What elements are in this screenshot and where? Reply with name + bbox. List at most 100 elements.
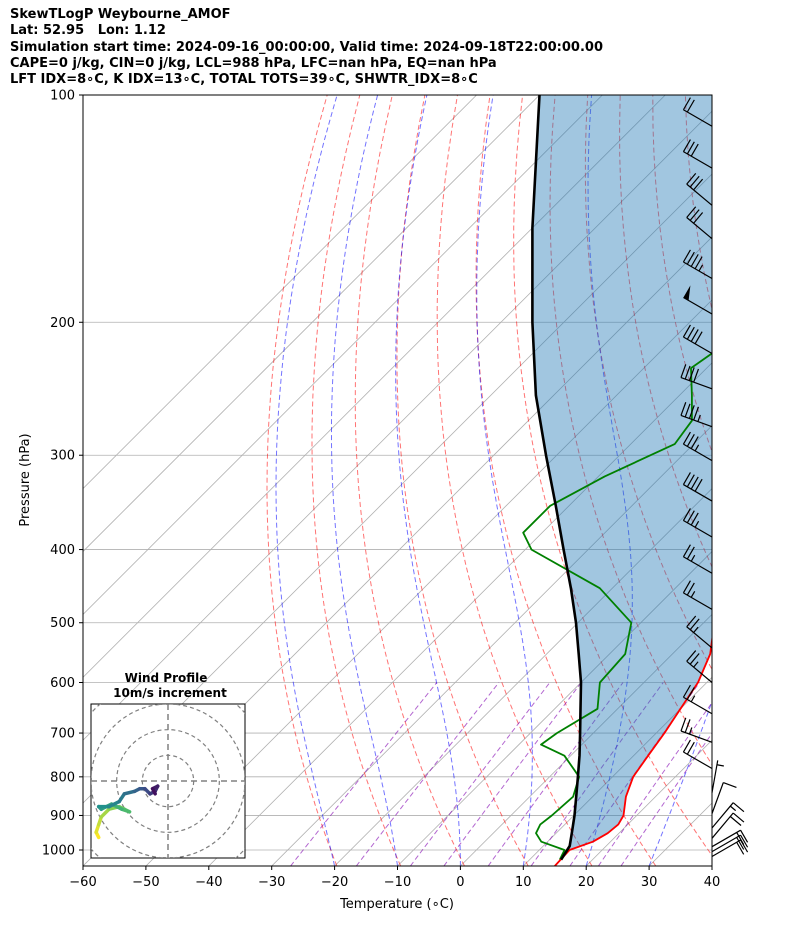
hodograph-inset: Wind Profile 10m/s increment bbox=[90, 671, 246, 859]
profile-lines bbox=[522, 95, 712, 866]
barb-flag bbox=[693, 368, 700, 383]
y-axis: 100 200 300 400 500 600 700 800 900 1000 bbox=[42, 89, 83, 859]
barb-shaft bbox=[711, 839, 741, 858]
temperature-line bbox=[554, 633, 712, 866]
isotherm-line bbox=[83, 95, 540, 553]
barb-flag bbox=[684, 403, 691, 418]
cape-cin-shading bbox=[532, 95, 712, 860]
wind-barb bbox=[680, 402, 713, 428]
barb-shaft bbox=[683, 151, 713, 169]
moist-adiabat bbox=[711, 864, 712, 866]
hodograph-segment bbox=[99, 807, 111, 819]
barb-flag bbox=[689, 653, 700, 665]
barb-shaft bbox=[683, 109, 713, 127]
barb-flag bbox=[684, 719, 691, 733]
barb-half-flag bbox=[697, 414, 701, 422]
barb-flag bbox=[736, 841, 745, 855]
barb-flag bbox=[686, 687, 695, 700]
isotherm-line bbox=[271, 425, 712, 866]
barb-flag bbox=[682, 544, 691, 558]
dry-adiabat bbox=[619, 95, 712, 569]
barb-shaft bbox=[686, 217, 713, 240]
barb-shaft bbox=[683, 336, 713, 355]
wind-barb bbox=[711, 760, 724, 793]
wind-barb bbox=[680, 364, 713, 390]
dry-adiabat bbox=[311, 95, 402, 866]
barb-half-flag bbox=[690, 554, 696, 562]
barb-shaft bbox=[683, 556, 713, 574]
wind-barb bbox=[682, 249, 713, 280]
wind-barb bbox=[686, 650, 713, 683]
wind-barb bbox=[682, 508, 713, 538]
dry-adiabat bbox=[783, 95, 794, 866]
x-tick-label: 10 bbox=[515, 875, 532, 890]
barb-flag bbox=[736, 837, 745, 850]
barb-flag bbox=[682, 739, 691, 753]
isotherm-line bbox=[145, 299, 712, 866]
barb-flag bbox=[682, 684, 691, 698]
barb-half-flag bbox=[716, 764, 724, 767]
wind-barb bbox=[711, 834, 749, 853]
barb-shaft bbox=[711, 760, 719, 793]
x-axis: −60 −50 −40 −30 −20 −10 0 10 20 30 40 bbox=[69, 866, 720, 890]
barb-flag bbox=[680, 402, 687, 416]
barb-flag bbox=[732, 802, 745, 813]
x-tick-label: −20 bbox=[321, 875, 348, 890]
barb-flag bbox=[686, 99, 695, 113]
y-axis-label: Pressure (hPa) bbox=[18, 433, 33, 526]
x-axis-label: Temperature (∘C) bbox=[339, 897, 454, 912]
barb-shaft bbox=[680, 730, 713, 743]
y-tick-label: 400 bbox=[50, 543, 75, 558]
barb-flag bbox=[686, 510, 695, 524]
isotherm-line bbox=[334, 488, 712, 866]
barb-flag bbox=[732, 812, 745, 823]
barb-flag bbox=[688, 405, 695, 419]
barb-flag bbox=[690, 254, 699, 267]
barb-flag bbox=[689, 175, 700, 188]
wind-barb bbox=[711, 782, 737, 814]
barb-shaft bbox=[686, 183, 713, 206]
mixing-ratio-line bbox=[487, 682, 624, 866]
barb-half-flag bbox=[690, 590, 696, 598]
dry-adiabat bbox=[513, 95, 712, 857]
dry-adiabat bbox=[549, 95, 712, 766]
background-lines bbox=[83, 95, 794, 866]
header-times: Simulation start time: 2024-09-16_00:00:… bbox=[10, 39, 603, 55]
barb-flag bbox=[694, 478, 703, 492]
isotherm-line bbox=[83, 95, 603, 615]
dry-adiabat bbox=[718, 95, 794, 866]
y-tick-label: 800 bbox=[50, 770, 75, 785]
barb-half-flag bbox=[688, 727, 693, 735]
y-tick-label: 1000 bbox=[42, 844, 75, 859]
wind-barb bbox=[711, 829, 749, 848]
barb-flag bbox=[686, 173, 697, 185]
isotherm-line bbox=[83, 95, 477, 490]
dry-adiabat bbox=[475, 95, 657, 866]
isotherm-line bbox=[208, 362, 712, 866]
x-tick-label: 20 bbox=[578, 875, 595, 890]
barb-flag bbox=[686, 650, 697, 662]
wind-barb bbox=[682, 739, 713, 770]
barb-flag bbox=[690, 143, 699, 157]
x-tick-label: 30 bbox=[641, 875, 658, 890]
barb-flag bbox=[682, 580, 691, 594]
wind-barbs bbox=[680, 97, 749, 858]
barb-flag bbox=[686, 546, 695, 560]
barb-flag bbox=[686, 474, 695, 488]
barb-shaft bbox=[711, 782, 724, 814]
moist-adiabat bbox=[775, 95, 794, 866]
barb-flag bbox=[686, 582, 695, 596]
moist-adiabat bbox=[275, 95, 338, 866]
barb-shaft bbox=[680, 414, 713, 428]
barb-half-flag bbox=[694, 444, 700, 452]
barb-flag bbox=[686, 326, 695, 340]
dry-adiabat bbox=[584, 95, 712, 671]
dry-adiabat bbox=[354, 95, 465, 866]
mixing-ratio-line bbox=[355, 682, 500, 866]
wind-barb bbox=[683, 285, 713, 315]
barb-flag bbox=[740, 834, 749, 848]
moist-adiabat bbox=[648, 699, 712, 866]
isotherm-line bbox=[397, 550, 712, 866]
y-tick-label: 600 bbox=[50, 676, 75, 691]
barb-flag bbox=[723, 782, 737, 788]
